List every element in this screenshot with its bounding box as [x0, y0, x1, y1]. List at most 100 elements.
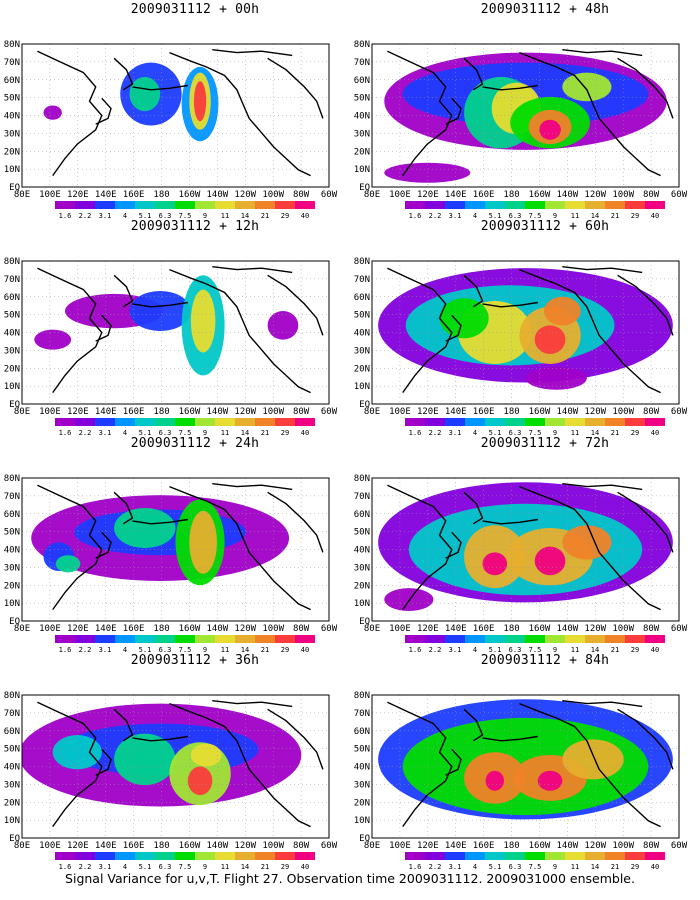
colorbar-label: 11	[221, 429, 229, 437]
lat-tick-label: 20N	[354, 147, 370, 157]
lon-tick-label: 100E	[389, 841, 411, 851]
colorbar-swatch	[645, 635, 665, 643]
coastline	[169, 485, 287, 593]
lat-tick-label: 50N	[4, 745, 20, 755]
colorbar-swatch	[445, 201, 465, 209]
lat-tick-label: 70N	[4, 58, 20, 68]
colorbar-label: 21	[261, 863, 269, 871]
lon-tick-label: 80W	[643, 190, 660, 200]
contour-region	[267, 311, 299, 340]
panel-title: 2009031112 + 24h	[130, 436, 260, 451]
colorbar-label: 3.1	[99, 429, 112, 437]
colorbar: 1.6 2.2 3.1 4 5.1 6.3 7.5 9 11 14 21 29 40	[405, 852, 665, 871]
lon-tick-label: 100W	[612, 841, 634, 851]
colorbar-label: 3.1	[449, 863, 462, 871]
colorbar-label: 1.6	[59, 429, 72, 437]
colorbar-label: 3.1	[449, 646, 462, 654]
lat-tick-label: 70N	[4, 492, 20, 502]
coastline	[212, 483, 293, 491]
lat-tick-label: 50N	[4, 311, 20, 321]
lat-tick-label: 40N	[354, 329, 370, 339]
colorbar-swatch	[625, 418, 645, 426]
figure-caption: Signal Variance for u,v,T. Flight 27. Ob…	[65, 871, 635, 886]
coastline	[212, 700, 293, 708]
colorbar-swatch	[525, 418, 545, 426]
colorbar-swatch	[485, 852, 505, 860]
lon-tick-label: 140E	[445, 841, 467, 851]
lat-tick-label: 40N	[4, 546, 20, 556]
colorbar-swatch	[55, 635, 75, 643]
colorbar-label: 14	[241, 212, 249, 220]
lat-tick-label: 20N	[4, 147, 20, 157]
colorbar-label: 29	[631, 212, 639, 220]
coastline	[617, 708, 674, 770]
lat-tick-label: 20N	[4, 364, 20, 374]
colorbar-label: 9	[553, 212, 557, 220]
lon-tick-label: 140E	[95, 407, 117, 417]
colorbar-swatch	[295, 635, 315, 643]
lon-tick-label: 120E	[67, 407, 89, 417]
colorbar-swatch	[255, 418, 275, 426]
panel-title: 2009031112 + 60h	[480, 219, 610, 234]
contour-region	[190, 289, 216, 353]
colorbar-label: 5.1	[489, 212, 502, 220]
lon-tick-label: 120E	[417, 190, 439, 200]
coastline	[482, 301, 538, 308]
lat-tick-label: 80N	[4, 474, 20, 484]
lon-tick-label: 80E	[14, 407, 30, 417]
lat-tick-label: EQ	[9, 400, 20, 410]
coastline	[285, 157, 311, 177]
lon-tick-label: 100E	[389, 190, 411, 200]
variance-field	[378, 482, 673, 611]
lat-tick-label: 30N	[4, 780, 20, 790]
lon-tick-label: 80W	[293, 190, 310, 200]
lon-tick-label: 180	[503, 407, 519, 417]
lon-tick-label: 180	[503, 841, 519, 851]
lon-tick-label: 180	[153, 190, 169, 200]
colorbar-swatch	[115, 201, 135, 209]
coastline	[95, 314, 112, 342]
lon-tick-label: 160E	[473, 624, 495, 634]
map-panel-12h: 2009031112 + 12h 80N 70N 60N 50N 40N 30N 20N 10…	[0, 217, 338, 437]
colorbar-label: 29	[281, 863, 289, 871]
lon-tick-label: 160W	[179, 841, 201, 851]
lon-tick-label: 180	[153, 841, 169, 851]
coastlines	[37, 266, 324, 394]
lon-tick-label: 100W	[262, 407, 284, 417]
lon-tick-label: 160E	[473, 841, 495, 851]
lat-tick-label: EQ	[359, 617, 370, 627]
lat-tick-label: 80N	[354, 474, 370, 484]
colorbar-swatch	[445, 852, 465, 860]
colorbar-label: 6.3	[159, 429, 172, 437]
lon-tick-label: 180	[153, 407, 169, 417]
lon-tick-label: 60W	[671, 624, 688, 634]
lon-tick-label: 60W	[321, 407, 338, 417]
lon-tick-label: 140E	[95, 841, 117, 851]
colorbar-swatch	[75, 418, 95, 426]
colorbar-label: 2.2	[79, 429, 92, 437]
lat-tick-label: 10N	[4, 382, 20, 392]
colorbar-label: 7.5	[179, 646, 192, 654]
lon-tick-label: 140W	[557, 841, 579, 851]
coastline	[169, 51, 287, 159]
lon-tick-label: 140W	[207, 190, 229, 200]
colorbar-swatch	[135, 852, 155, 860]
lon-tick-label: 120E	[417, 407, 439, 417]
coastline	[212, 266, 293, 274]
lon-tick-label: 100W	[262, 190, 284, 200]
coastline	[267, 708, 324, 770]
contour-region	[34, 329, 72, 350]
colorbar-swatch	[425, 201, 445, 209]
coastlines	[37, 49, 324, 177]
lon-tick-label: 180	[503, 190, 519, 200]
colorbar-swatch	[605, 852, 625, 860]
coastline	[562, 483, 643, 491]
plot-frame	[21, 260, 330, 405]
colorbar-label: 21	[611, 646, 619, 654]
lon-tick-label: 80W	[293, 624, 310, 634]
lon-tick-label: 160W	[179, 624, 201, 634]
panel-title: 2009031112 + 48h	[480, 2, 610, 17]
coastline	[445, 314, 462, 342]
coastline	[113, 57, 134, 91]
colorbar-label: 11	[221, 863, 229, 871]
